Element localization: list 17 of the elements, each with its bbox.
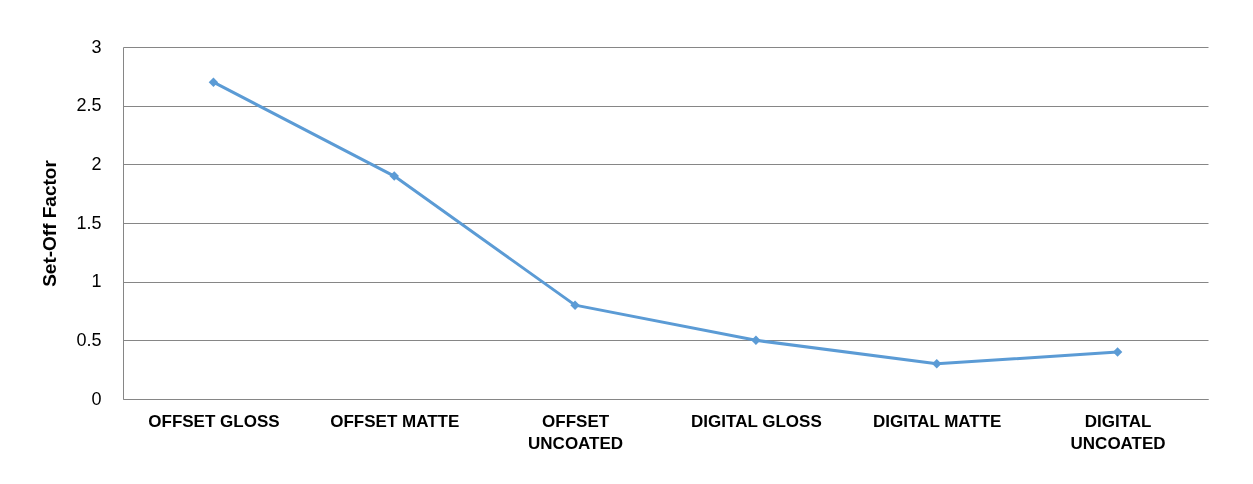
point — [751, 335, 761, 346]
y-tick-label: 3 — [91, 36, 102, 57]
x-tick-label: DIGITAL MATTE — [873, 411, 1002, 431]
y-tick-label: 1 — [91, 271, 102, 292]
x-tick-label: OFFSET MATTE — [330, 411, 460, 431]
y-tick-label: 2 — [91, 153, 102, 174]
y-tick-label: 0 — [91, 388, 102, 409]
x-tick-label: DIGITAL GLOSS — [691, 411, 822, 431]
y-axis-title: Set-Off Factor — [39, 159, 61, 287]
point — [208, 77, 219, 87]
y-tick-label: 2.5 — [76, 95, 102, 116]
x-tick-label: DIGITAL UNCOATED — [1070, 411, 1166, 453]
y-tick-label: 0.5 — [76, 329, 102, 350]
x-tick-label: OFFSET UNCOATED — [528, 411, 624, 453]
y-tick-label: 1.5 — [76, 212, 102, 233]
point — [389, 171, 399, 181]
x-tick-label: OFFSET GLOSS — [148, 411, 280, 431]
